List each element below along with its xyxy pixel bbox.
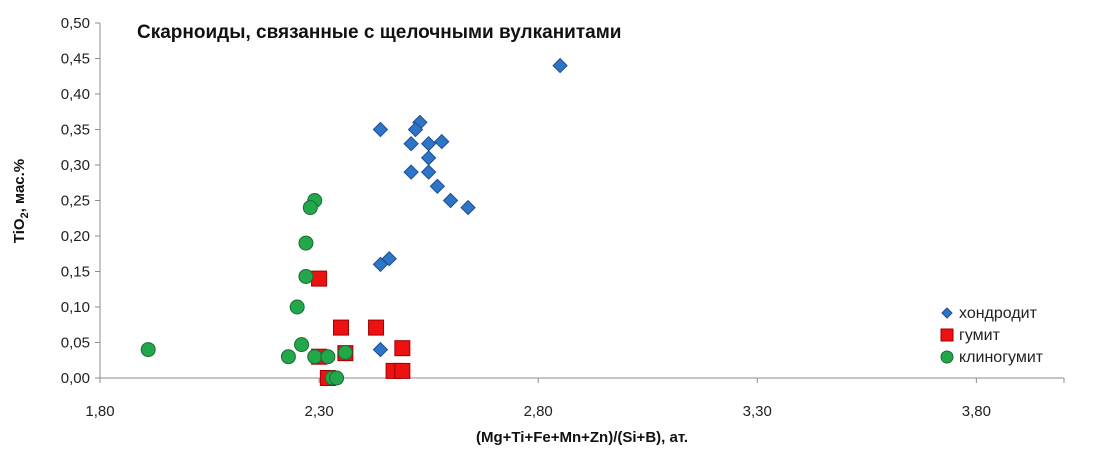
diamond-point xyxy=(552,57,568,74)
circle-point xyxy=(329,370,345,386)
diamond-point xyxy=(420,150,437,166)
y-tick-label: 0,05 xyxy=(61,335,90,352)
y-tick-label: 0,10 xyxy=(61,299,90,316)
axes: 0,00 0,05 0,10 0,15 0,20 0,25 0,30 0,35 0,40 0,45… xyxy=(61,15,1065,420)
diamond-point xyxy=(407,121,424,138)
circle-point xyxy=(294,337,310,353)
square-point xyxy=(394,340,411,357)
circle-point xyxy=(307,349,323,365)
diamond-point xyxy=(403,135,419,152)
circle-point xyxy=(298,268,314,284)
square-point xyxy=(394,362,411,379)
y-tick-label: 0,30 xyxy=(61,157,90,174)
y-tick-label: 0,15 xyxy=(61,264,90,281)
x-tick-label: 2,80 xyxy=(524,403,553,420)
diamond-point xyxy=(460,199,476,216)
legend: хондродит гумит клиногумит xyxy=(940,305,1044,366)
circle-point xyxy=(302,200,318,216)
x-tick-label: 1,80 xyxy=(85,403,114,420)
legend-diamond-icon xyxy=(941,307,953,319)
x-tick-label: 2,30 xyxy=(304,403,333,420)
square-point xyxy=(311,270,328,287)
x-tick-label: 3,30 xyxy=(743,403,772,420)
y-tick-label: 0,40 xyxy=(61,86,90,103)
diamond-point xyxy=(434,133,450,150)
legend-label: клиногумит xyxy=(959,349,1044,366)
y-tick-label: 0,20 xyxy=(61,228,90,245)
diamond-point xyxy=(429,178,446,195)
series-1 xyxy=(372,57,568,358)
square-point xyxy=(333,319,349,336)
y-tick-label: 0,00 xyxy=(61,370,90,387)
diamond-point xyxy=(372,121,389,138)
data-points xyxy=(140,57,568,386)
circle-point xyxy=(320,349,336,365)
diamond-point xyxy=(372,341,389,358)
x-axis-title: (Mg+Ti+Fe+Mn+Zn)/(Si+B), ат. xyxy=(476,429,688,446)
legend-label: гумит xyxy=(959,327,1001,344)
legend-label: хондродит xyxy=(959,305,1038,322)
y-tick-label: 0,35 xyxy=(61,122,90,139)
y-tick-label: 0,25 xyxy=(61,193,90,210)
chart-title: Скарноиды, связанные с щелочными вулкани… xyxy=(137,22,621,43)
circle-point xyxy=(280,349,296,365)
series-3 xyxy=(140,193,353,386)
y-tick-label: 0,45 xyxy=(61,51,90,68)
diamond-point xyxy=(420,135,437,152)
circle-point xyxy=(289,299,305,315)
legend-circle-icon xyxy=(940,350,954,364)
y-axis-title: TiO2, мас.% xyxy=(11,159,31,243)
square-point xyxy=(368,319,385,336)
y-tick-label: 0,50 xyxy=(61,15,90,32)
diamond-point xyxy=(442,192,459,209)
circle-point xyxy=(298,235,314,251)
circle-point xyxy=(140,342,156,358)
diamond-point xyxy=(403,164,419,180)
legend-square-icon xyxy=(940,328,954,342)
diamond-point xyxy=(420,164,437,180)
series-2 xyxy=(311,270,411,386)
diamond-point xyxy=(372,256,389,273)
x-tick-label: 3,80 xyxy=(962,403,991,420)
circle-point xyxy=(337,344,353,360)
